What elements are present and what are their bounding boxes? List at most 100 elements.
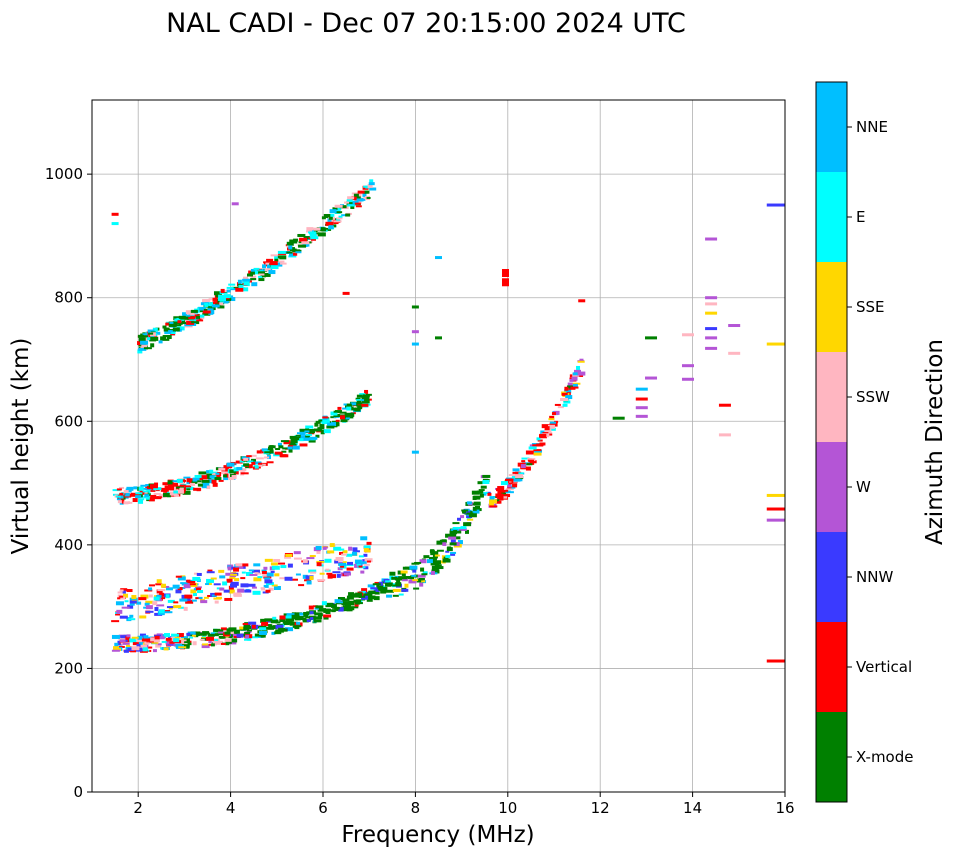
echo-mark (295, 616, 304, 621)
echo-mark (473, 495, 481, 500)
echo-mark (275, 629, 284, 633)
echo-mark (533, 449, 542, 452)
echo-mark (224, 297, 230, 300)
echo-mark (235, 565, 244, 569)
echo-mark (214, 639, 219, 642)
echo-mark (321, 601, 327, 606)
echo-mark (203, 478, 209, 482)
echo-mark (466, 512, 474, 515)
echo-mark (360, 570, 365, 574)
echo-mark (346, 567, 354, 571)
echo-mark (548, 427, 556, 431)
echo-mark (453, 530, 458, 535)
echo-mark (184, 486, 193, 490)
echo-mark (361, 400, 370, 404)
echo-mark (295, 612, 303, 615)
echo-mark (181, 639, 187, 643)
echo-mark (315, 420, 321, 424)
echo-mark (766, 659, 785, 663)
echo-mark (266, 258, 274, 263)
echo-mark (346, 412, 355, 417)
echo-mark (320, 431, 325, 435)
echo-mark (264, 456, 270, 459)
echo-mark (348, 546, 353, 551)
echo-mark (250, 268, 257, 272)
echo-mark (281, 450, 287, 453)
echo-mark (230, 288, 237, 291)
echo-mark (246, 455, 253, 458)
echo-mark (306, 557, 315, 560)
echo-mark (295, 251, 302, 254)
echo-mark (262, 572, 268, 577)
echo-mark (392, 584, 401, 587)
echo-mark (450, 528, 459, 531)
echo-mark (120, 588, 128, 592)
echo-mark (544, 429, 552, 434)
echo-mark (356, 196, 361, 200)
y-tick-label: 800 (54, 289, 83, 307)
echo-mark (150, 336, 159, 341)
echo-mark (341, 553, 348, 556)
echo-mark (231, 202, 239, 206)
echo-mark (190, 312, 196, 317)
echo-mark (336, 217, 343, 220)
echo-mark (176, 326, 185, 331)
echo-mark (351, 192, 360, 195)
colorbar-tick-label: NNW (856, 568, 893, 586)
echo-mark (245, 626, 250, 631)
echo-mark (195, 631, 201, 634)
echo-mark (254, 624, 262, 627)
echo-mark (185, 599, 194, 604)
echo-mark (554, 403, 561, 406)
y-tick-label: 200 (54, 659, 83, 677)
echo-mark (131, 636, 139, 639)
echo-mark (399, 576, 408, 580)
echo-mark (251, 454, 257, 457)
echo-mark (482, 480, 490, 485)
echo-mark (423, 555, 430, 559)
echo-mark (207, 633, 215, 637)
echo-mark (218, 467, 226, 471)
echo-mark (202, 643, 209, 646)
echo-mark (214, 592, 222, 596)
echo-mark (355, 592, 363, 597)
echo-mark (223, 474, 228, 478)
echo-mark (366, 541, 372, 545)
echo-mark (167, 486, 175, 491)
echo-mark (515, 474, 524, 479)
echo-mark (264, 579, 273, 584)
echo-mark (111, 620, 120, 623)
echo-mark (162, 335, 170, 338)
echo-mark (461, 509, 469, 512)
echo-mark (361, 402, 369, 405)
echo-mark (205, 636, 214, 641)
echo-mark (236, 466, 243, 470)
echo-mark (450, 552, 456, 556)
echo-mark (279, 577, 288, 580)
echo-mark (261, 570, 267, 574)
echo-mark (167, 599, 175, 603)
echo-mark (299, 237, 308, 242)
echo-mark (467, 518, 474, 521)
echo-mark (333, 546, 342, 551)
echo-mark (223, 294, 231, 299)
echo-mark (178, 320, 186, 323)
echo-mark (358, 555, 364, 558)
echo-mark (356, 394, 363, 398)
echo-mark (156, 589, 163, 594)
echo-mark (766, 507, 785, 511)
echo-mark (153, 497, 162, 500)
echo-mark (261, 569, 267, 572)
echo-mark (279, 262, 287, 265)
echo-mark (705, 346, 718, 350)
echo-mark (153, 492, 161, 495)
echo-mark (472, 503, 478, 506)
echo-mark (512, 468, 520, 472)
echo-mark (337, 567, 343, 571)
echo-mark (364, 396, 370, 401)
echo-mark (223, 589, 230, 593)
echo-mark (192, 477, 200, 482)
echo-mark (237, 469, 244, 472)
echo-mark (213, 474, 221, 477)
